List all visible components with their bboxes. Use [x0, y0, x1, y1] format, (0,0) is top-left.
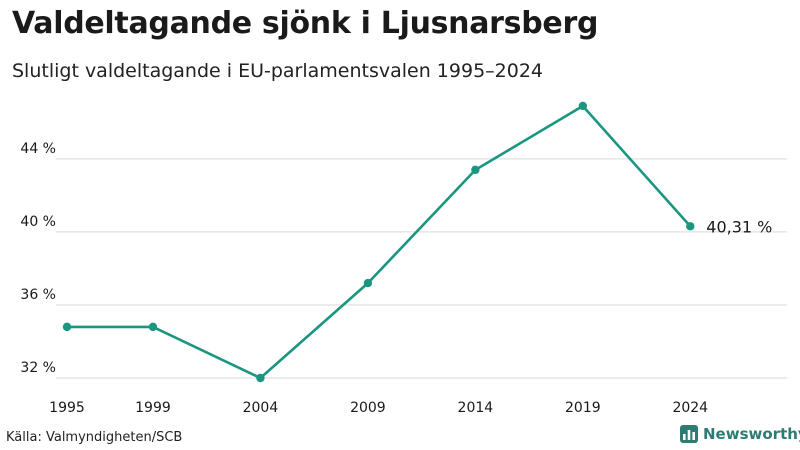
x-tick-label: 2014 [458, 400, 494, 416]
x-tick-label: 2019 [565, 400, 601, 416]
chart-title: Valdeltagande sjönk i Ljusnarsberg [12, 6, 599, 41]
chart-subtitle: Slutligt valdeltagande i EU-parlamentsva… [12, 60, 544, 82]
data-point [363, 278, 373, 288]
x-axis-ticks: 1995 1999 2004 2009 2014 2019 2024 [49, 400, 708, 416]
data-point [686, 222, 695, 231]
end-value-label: 40,31 % [706, 217, 772, 236]
brand-logo: Newsworthy [680, 425, 800, 443]
bar-chart-logo-icon [680, 425, 698, 443]
data-point [471, 165, 480, 175]
data-point [256, 373, 265, 383]
data-point [148, 322, 158, 332]
x-tick-label: 1999 [135, 400, 171, 416]
data-point [62, 322, 72, 332]
source-note: Källa: Valmyndigheten/SCB [6, 430, 183, 445]
y-tick-label: 32 % [20, 360, 56, 376]
x-tick-label: 2009 [350, 400, 386, 416]
y-axis-ticks: 32 % 36 % 40 % 44 % [20, 141, 56, 376]
gridlines [56, 158, 787, 379]
series-line [67, 104, 692, 380]
x-tick-label: 2004 [243, 400, 279, 416]
x-tick-label: 1995 [49, 400, 85, 416]
x-tick-label: 2024 [672, 400, 708, 416]
y-tick-label: 36 % [20, 287, 56, 303]
data-point [578, 101, 588, 111]
y-tick-label: 40 % [20, 214, 56, 230]
brand-name: Newsworthy [703, 425, 800, 443]
y-tick-label: 44 % [20, 141, 56, 157]
data-points [62, 101, 695, 383]
